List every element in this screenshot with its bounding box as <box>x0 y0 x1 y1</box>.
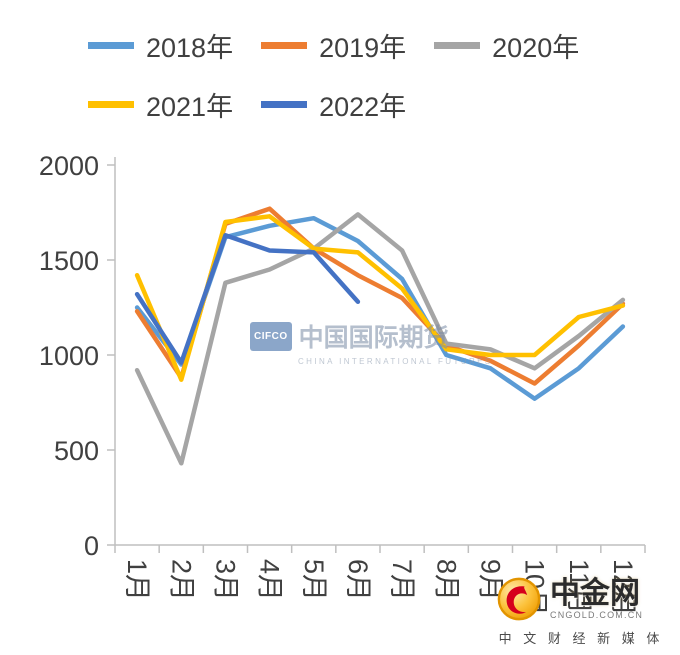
legend-swatch <box>88 101 134 108</box>
cngold-name: 中金网 <box>550 576 640 610</box>
legend-item-2019年: 2019年 <box>261 26 406 65</box>
legend-label: 2021年 <box>146 92 234 122</box>
series-line-2022年 <box>134 233 361 365</box>
x-tick-label: 6月 <box>343 559 373 601</box>
cngold-domain: CNGOLD.COM.CN <box>550 610 644 621</box>
y-tick-label: 1500 <box>39 246 99 276</box>
x-tick-label: 12月 <box>608 559 638 616</box>
cngold-coin-icon <box>497 577 541 621</box>
cngold-logo-row: 中金网 CNGOLD.COM.CN <box>496 576 666 622</box>
x-tick-label: 5月 <box>299 559 329 601</box>
legend-label: 2019年 <box>319 33 407 63</box>
legend-swatch <box>261 101 308 108</box>
y-tick-label: 0 <box>84 531 99 561</box>
legend-label: 2022年 <box>319 92 407 122</box>
legend-item-2022年: 2022年 <box>261 85 406 124</box>
cifco-watermark: CIFCO 中国国际期货 CHINA INTERNATIONAL FUTURES <box>250 318 493 366</box>
x-tick-label: 2月 <box>166 559 196 601</box>
legend-item-2021年: 2021年 <box>88 85 233 124</box>
x-tick-label: 7月 <box>387 559 417 601</box>
legend-item-2018年: 2018年 <box>88 26 233 65</box>
watermark-row: CIFCO 中国国际期货 <box>250 318 493 354</box>
chart-plot-area: 05001000150020001月2月3月4月5月6月7月8月9月10月11月… <box>39 151 646 616</box>
legend-label: 2020年 <box>492 33 580 63</box>
legend-item-2020年: 2020年 <box>434 26 579 65</box>
x-tick-label: 3月 <box>210 559 240 601</box>
cngold-tagline: 中 文 财 经 新 媒 体 <box>498 631 664 646</box>
cifco-badge-icon: CIFCO <box>250 321 292 351</box>
cngold-names: 中金网 CNGOLD.COM.CN <box>550 578 643 621</box>
x-tick-label: 4月 <box>255 559 285 601</box>
y-tick-label: 500 <box>54 436 99 466</box>
x-tick-label: 1月 <box>122 559 152 601</box>
chart-legend: 2018年 2019年 2020年 2021年 2022年 <box>88 26 648 124</box>
series-line-2020年 <box>134 212 626 466</box>
watermark-company-name-en: CHINA INTERNATIONAL FUTURES <box>298 357 493 366</box>
y-tick-label: 1000 <box>39 341 99 371</box>
watermark-company-name: 中国国际期货 <box>298 324 449 352</box>
series-line-2021年 <box>134 214 626 382</box>
y-tick-label: 2000 <box>39 151 99 181</box>
cngold-logo: 中金网 CNGOLD.COM.CN 中 文 财 经 新 媒 体 <box>496 576 666 647</box>
x-tick-label: 11月 <box>564 559 594 614</box>
x-tick-label: 8月 <box>431 559 461 601</box>
legend-swatch <box>88 42 134 49</box>
legend-swatch <box>261 42 308 49</box>
legend-label: 2018年 <box>146 33 234 63</box>
legend-swatch <box>434 42 481 49</box>
